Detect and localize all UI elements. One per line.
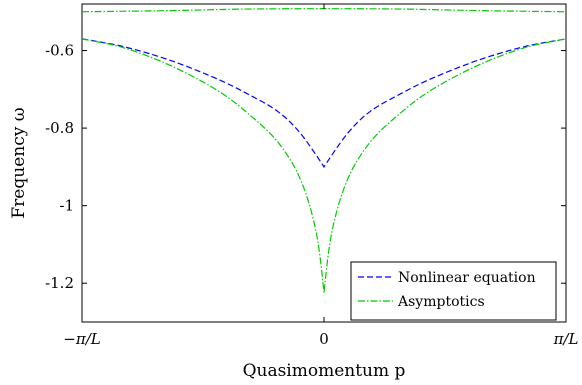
y-tick-label: -1 bbox=[59, 197, 74, 215]
legend-box bbox=[350, 261, 557, 321]
ticks-layer: −π/L 0 π/L -0.6 -0.8 -1 -1.2 bbox=[45, 4, 578, 348]
asymptotics-line bbox=[81, 38, 567, 293]
upper-branch-line bbox=[81, 8, 567, 13]
y-tick-label: -1.2 bbox=[45, 274, 74, 292]
x-tick-label: −π/L bbox=[63, 330, 100, 348]
y-tick-label: -0.8 bbox=[45, 119, 74, 137]
x-tick-label: 0 bbox=[319, 330, 329, 348]
nonlinear-equation-line bbox=[81, 38, 567, 168]
legend-label: Asymptotics bbox=[397, 294, 485, 310]
series-layer bbox=[81, 8, 567, 293]
x-axis-label: Quasimomentum p bbox=[243, 361, 406, 381]
legend-label: Nonlinear equation bbox=[398, 270, 536, 286]
y-axis-label: Frequency ω bbox=[9, 107, 29, 218]
legend: Nonlinear equation Asymptotics bbox=[350, 261, 557, 321]
x-tick-label: π/L bbox=[553, 330, 579, 348]
y-tick-label: -0.6 bbox=[45, 42, 74, 60]
